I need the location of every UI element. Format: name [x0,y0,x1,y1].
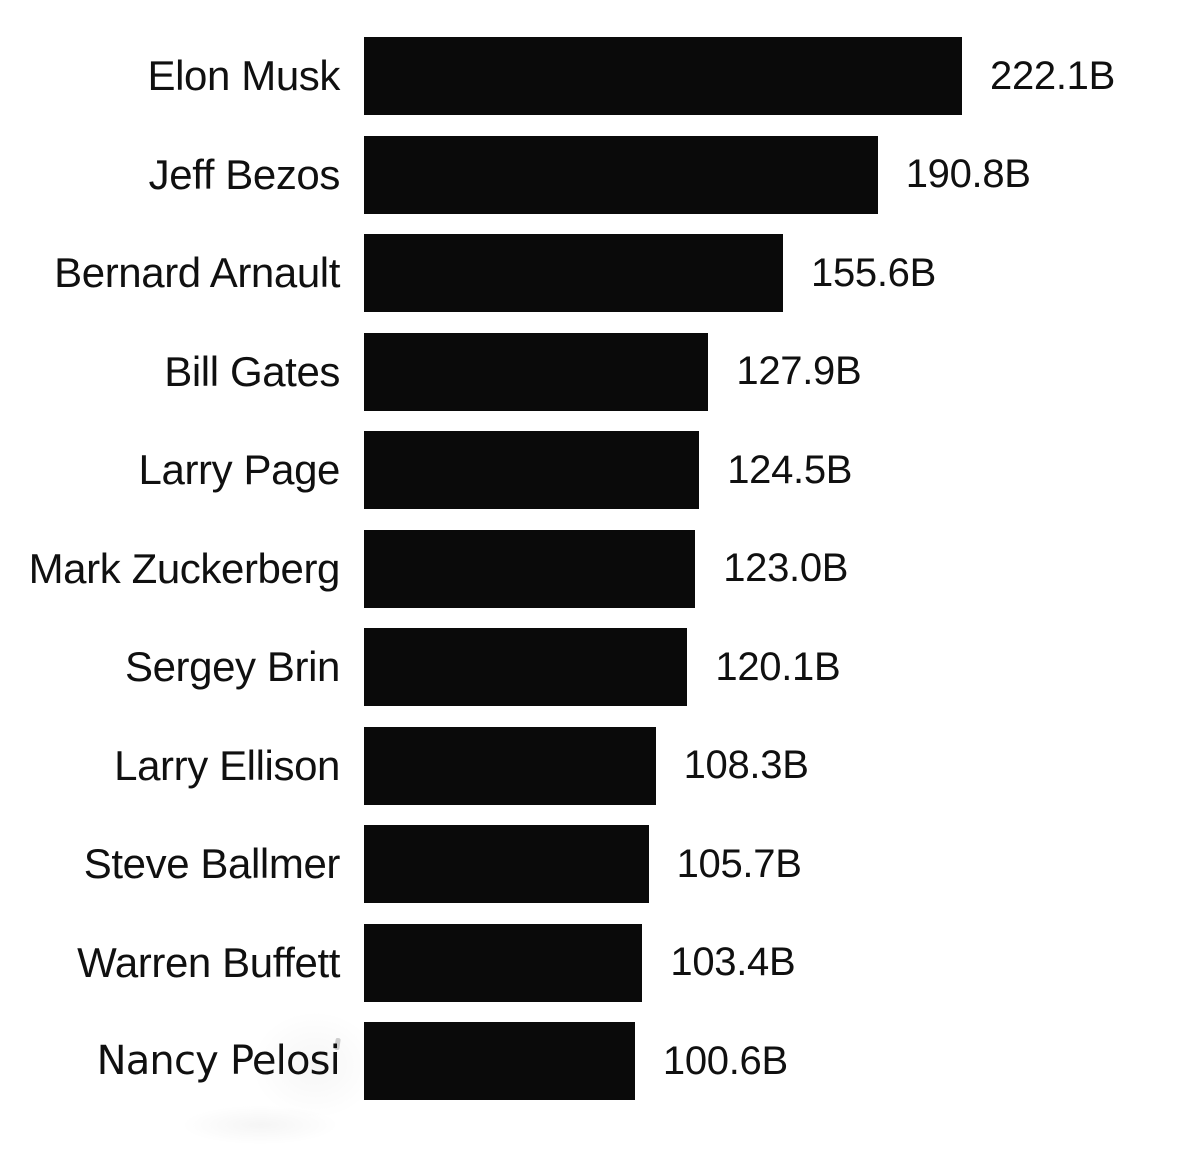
value-label: 120.1B [715,644,841,689]
bar-row: Nancy Pelosi 100.6B [0,1022,1200,1100]
bar-row: Mark Zuckerberg 123.0B [0,529,1200,608]
bar-track [364,1022,635,1100]
category-label: Larry Ellison [114,741,340,789]
bar-row: Steve Ballmer 105.7B [0,825,1200,903]
value-label: 108.3B [683,743,809,787]
bar-track [364,726,656,805]
category-label: Bernard Arnault [54,249,340,296]
value-label: 127.9B [736,349,862,393]
bar [364,825,649,903]
value-label: 100.6B [662,1038,788,1083]
value-label: 105.7B [676,841,802,886]
bar [364,628,688,706]
bar-track [364,628,688,706]
bar-track [364,234,783,312]
bar [364,529,696,608]
bar [364,332,709,411]
bar [364,37,962,115]
category-label: Jeff Bezos [148,150,341,198]
bar-track [364,431,700,509]
category-label: Larry Page [138,446,341,493]
bar [364,923,643,1002]
bar-track [364,332,709,411]
category-label: Elon Musk [147,52,341,99]
bar-row: Bill Gates 127.9B [0,332,1200,411]
bar-track [364,135,878,214]
bar-track [364,825,649,903]
value-label: 103.4B [670,940,796,984]
value-label: 123.0B [723,546,849,590]
value-label: 124.5B [727,447,853,492]
category-label: Steve Ballmer [83,840,341,887]
bar [364,726,656,805]
bar-track [364,923,643,1002]
bar-row: Bernard Arnault 155.6B [0,234,1200,312]
bar-row: Elon Musk 222.1B [0,37,1200,115]
value-label: 190.8B [905,152,1031,196]
bar [364,431,700,509]
category-label: Sergey Brin [124,643,340,690]
bar-row: Jeff Bezos 190.8B [0,135,1200,214]
bar-row: Warren Buffett 103.4B [0,923,1200,1002]
bar-row: Larry Ellison 108.3B [0,726,1200,805]
bar-row: Larry Page 124.5B [0,431,1200,509]
category-label: Mark Zuckerberg [28,544,341,592]
value-label: 222.1B [990,53,1115,98]
bar [364,1022,635,1100]
category-label: Nancy Pelosi [96,1038,341,1084]
bar [364,234,783,312]
bar-row: Sergey Brin 120.1B [0,628,1200,706]
category-label: Warren Buffett [77,938,340,986]
category-label: Bill Gates [164,347,340,395]
value-label: 155.6B [811,250,936,295]
bar-track [364,37,962,115]
bar [364,135,878,214]
bar-track [364,529,696,608]
